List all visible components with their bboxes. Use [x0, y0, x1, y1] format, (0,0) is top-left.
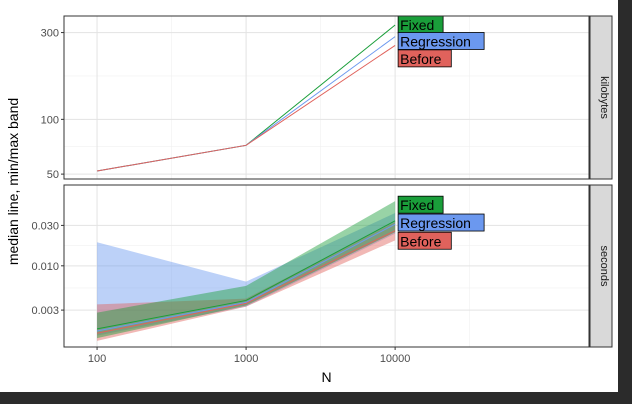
label-text-fixed: Fixed — [400, 197, 434, 213]
median-line-fixed — [96, 220, 396, 330]
y-tick-label: 0.003 — [31, 305, 59, 317]
facet-strip — [589, 15, 613, 180]
label-box-regression — [397, 213, 485, 232]
faceted-line-chart: FixedRegressionBefore50100300kilobytesFi… — [0, 0, 618, 392]
y-axis-title: median line, min/max band — [5, 98, 21, 265]
panel-seconds: Fixed Regression Before 0.003 0.010 0.030 seco… — [31, 184, 613, 348]
panel-border — [63, 15, 590, 180]
median-line-regression — [96, 223, 396, 332]
band-before — [97, 221, 396, 341]
median-line-before — [96, 230, 396, 334]
label-text-before: Before — [400, 51, 441, 67]
x-axis-title: N — [321, 369, 331, 385]
label-text-regression: Regression — [400, 33, 471, 49]
facet-strip-label: seconds — [598, 246, 610, 287]
x-tick-label: 10000 — [380, 353, 411, 365]
band-regression — [97, 213, 396, 336]
label-box-fixed — [397, 195, 444, 214]
y-tick-label: 0.010 — [31, 261, 59, 273]
y-tick-label: 100 — [41, 114, 59, 126]
band-fixed — [97, 201, 396, 339]
median-line-before — [96, 44, 396, 172]
facet-strip-label: kilobytes — [598, 76, 610, 119]
y-tick-label: 0.030 — [31, 220, 59, 232]
label-text-fixed: Fixed — [400, 17, 434, 33]
y-tick-label: 300 — [41, 28, 59, 40]
label-box-before — [397, 49, 452, 68]
label-box-before — [397, 231, 452, 250]
facet-strip — [589, 184, 613, 348]
plot-background — [0, 0, 618, 392]
x-tick-label: 100 — [88, 353, 106, 365]
x-tick-label: 1000 — [234, 353, 258, 365]
y-tick-label: 50 — [47, 169, 59, 181]
label-text-regression: Regression — [400, 215, 471, 231]
label-box-regression — [397, 32, 485, 50]
label-text-before: Before — [400, 233, 441, 249]
